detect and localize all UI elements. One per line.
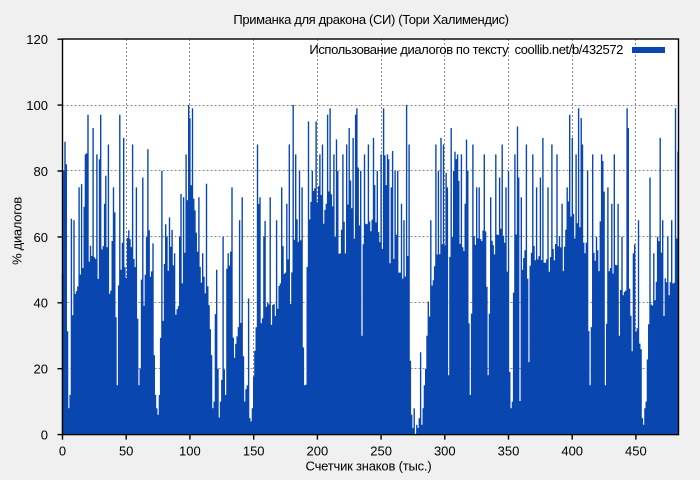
svg-text:60: 60 (34, 230, 48, 245)
svg-text:400: 400 (561, 443, 583, 458)
svg-text:50: 50 (119, 443, 133, 458)
svg-text:Счетчик знаков (тыс.): Счетчик знаков (тыс.) (306, 459, 432, 474)
svg-text:Приманка для дракона (СИ) (Тор: Приманка для дракона (СИ) (Тори Халименд… (233, 12, 508, 27)
svg-text:150: 150 (243, 443, 265, 458)
svg-text:350: 350 (498, 443, 520, 458)
svg-text:% диалогов: % диалогов (10, 197, 25, 265)
svg-text:100: 100 (179, 443, 201, 458)
svg-text:300: 300 (434, 443, 456, 458)
svg-text:120: 120 (26, 32, 48, 47)
svg-text:250: 250 (370, 443, 392, 458)
svg-text:100: 100 (26, 98, 48, 113)
svg-text:0: 0 (41, 428, 48, 443)
svg-text:0: 0 (59, 443, 66, 458)
svg-text:80: 80 (34, 164, 48, 179)
svg-text:20: 20 (34, 362, 48, 377)
svg-text:Использование диалогов по текс: Использование диалогов по тексту coollib… (309, 42, 623, 57)
svg-text:450: 450 (625, 443, 647, 458)
svg-text:40: 40 (34, 296, 48, 311)
svg-text:200: 200 (307, 443, 329, 458)
